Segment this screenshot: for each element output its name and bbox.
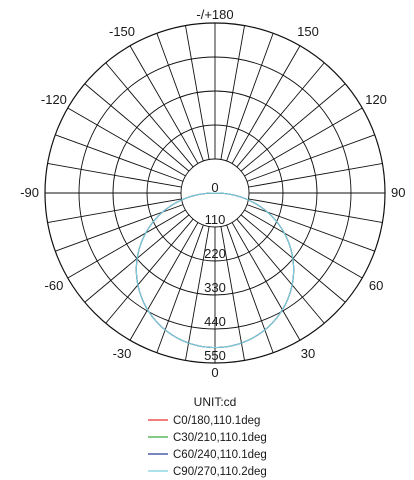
radial-tick-label: 330 <box>204 280 226 295</box>
grid-spoke <box>156 224 204 353</box>
grid-spoke <box>105 62 194 168</box>
angle-tick-labels: -/+180 150 120 90 60 30 0 -30 -60 -90 -120 -150 <box>20 7 405 380</box>
grid-spoke <box>231 45 301 164</box>
angle-tick-label: 120 <box>365 92 387 107</box>
grid-spoke <box>47 163 182 188</box>
series-curve <box>135 192 295 349</box>
grid-spoke <box>240 83 346 172</box>
angle-tick-label: 60 <box>369 278 383 293</box>
grid-spoke <box>231 222 301 341</box>
grid-spoke <box>236 218 325 324</box>
angle-tick-label: -150 <box>109 24 135 39</box>
grid-spoke <box>220 226 245 361</box>
angle-tick-label: -60 <box>45 278 64 293</box>
radial-tick-label: 550 <box>204 348 226 363</box>
angle-tick-label: -/+180 <box>196 7 233 22</box>
grid-spoke <box>185 25 210 160</box>
grid-spoke <box>156 33 204 162</box>
angle-tick-label: 0 <box>211 365 218 380</box>
grid-spoke <box>129 222 199 341</box>
legend-label: C90/270,110.2deg <box>173 466 267 478</box>
angle-tick-label: -120 <box>41 92 67 107</box>
grid-spoke <box>47 198 182 223</box>
angle-tick-label: 30 <box>301 346 315 361</box>
radial-tick-labels: 0 110 220 330 440 550 <box>204 180 226 363</box>
grid-spoke <box>185 226 210 361</box>
grid-spoke <box>129 45 199 164</box>
grid-spoke <box>248 163 383 188</box>
grid-spoke <box>55 134 184 182</box>
grid-spoke <box>67 209 186 279</box>
legend-label: C60/240,110.1deg <box>173 449 267 461</box>
angle-tick-label: 90 <box>391 185 405 200</box>
grid-spoke <box>220 25 245 160</box>
legend: C0/180,110.1deg C30/210,110.1deg C60/240,1… <box>148 415 267 478</box>
grid-spoke <box>105 218 194 324</box>
grid-spoke <box>84 83 190 172</box>
legend-label: C30/210,110.1deg <box>173 432 267 444</box>
radial-tick-label: 440 <box>204 314 226 329</box>
grid-spoke <box>236 62 325 168</box>
grid-spoke <box>244 209 363 279</box>
unit-label: UNIT:cd <box>194 395 237 409</box>
grid-spoke <box>246 134 375 182</box>
grid-spoke <box>226 33 274 162</box>
grid-spoke <box>67 107 186 177</box>
angle-tick-label: 150 <box>297 24 319 39</box>
legend-label: C0/180,110.1deg <box>173 415 260 427</box>
distribution-curves <box>135 192 295 349</box>
grid-spoke <box>248 198 383 223</box>
grid-spoke <box>244 107 363 177</box>
radial-tick-label: 220 <box>204 246 226 261</box>
radial-tick-label: 110 <box>205 212 226 227</box>
angle-tick-label: -30 <box>113 346 132 361</box>
radial-tick-label: 0 <box>211 180 218 195</box>
grid-spoke <box>226 224 274 353</box>
angle-tick-label: -90 <box>20 185 39 200</box>
